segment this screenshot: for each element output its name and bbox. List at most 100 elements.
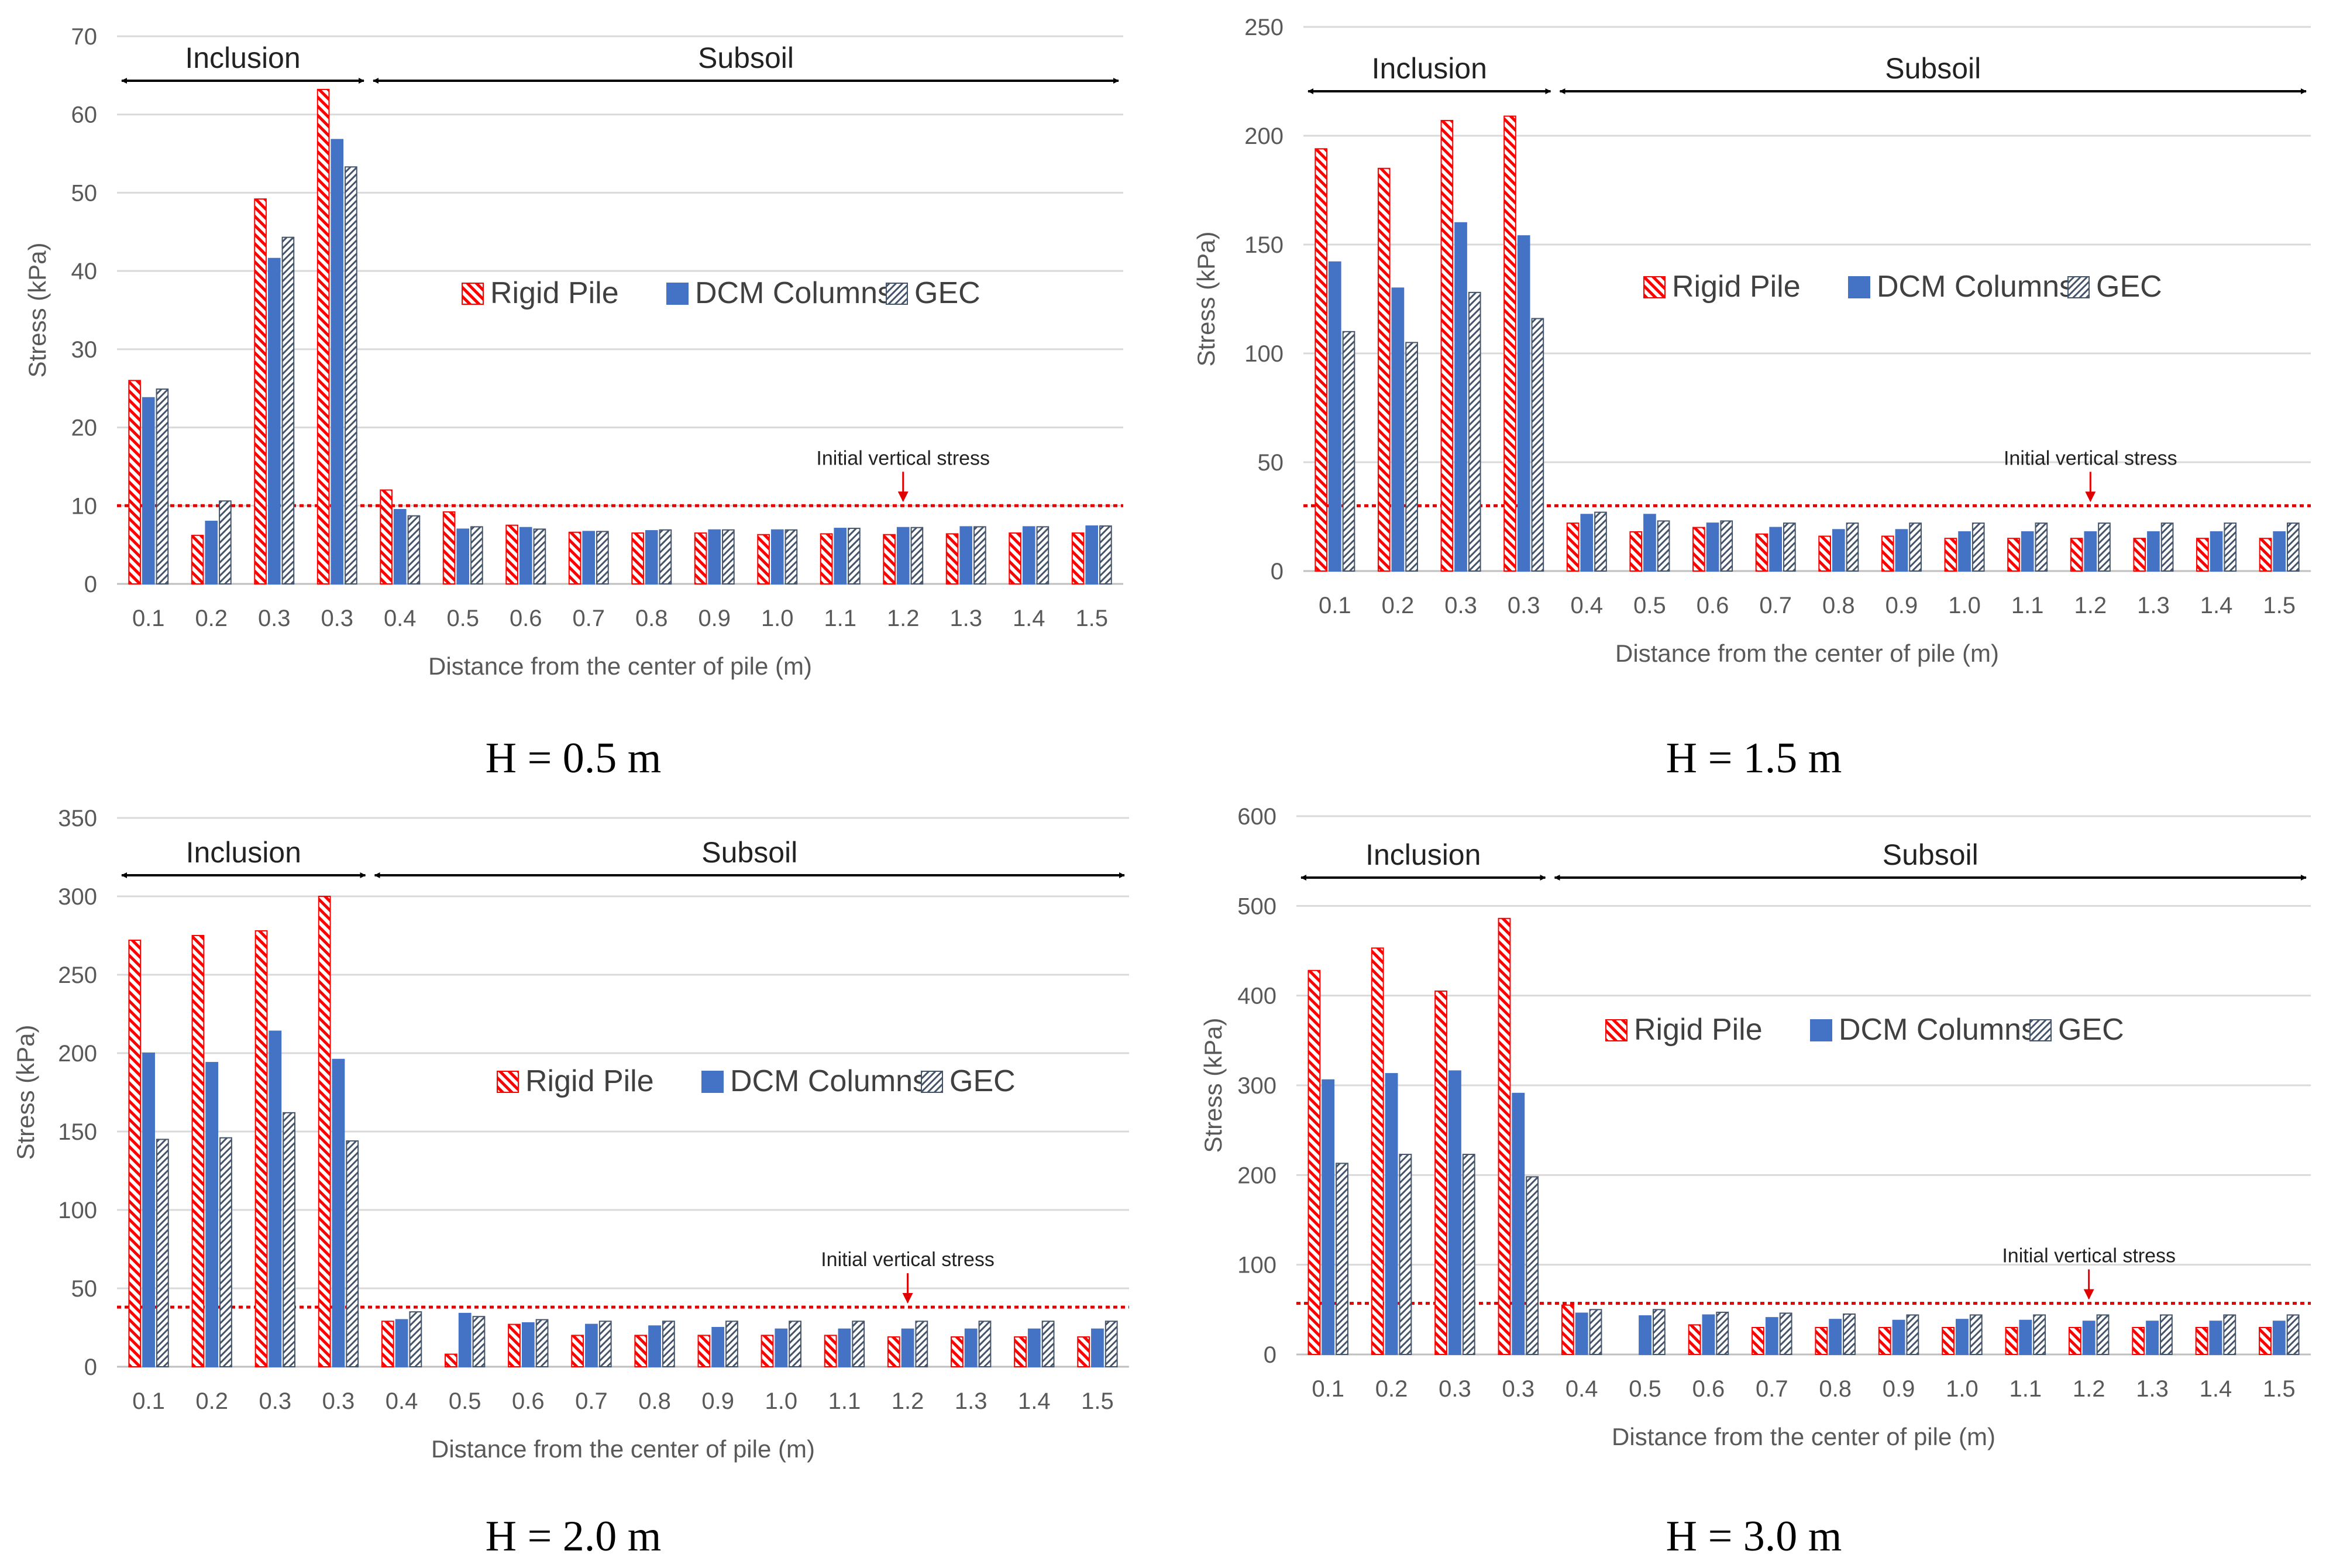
legend-label-rigid-pile: Rigid Pile <box>490 276 619 310</box>
chart-4-x-tick-label: 0.6 <box>1692 1376 1725 1402</box>
chart-1-bar-dcm-columns <box>896 527 910 584</box>
chart-1-bar-gec <box>281 236 295 585</box>
chart-2-bar-rigid-pile <box>1629 531 1643 572</box>
chart-1-bar-dcm-columns <box>205 521 218 584</box>
chart-1-y-tick-label: 10 <box>71 493 98 519</box>
chart-3-bar-gec <box>725 1321 738 1368</box>
chart-1-bar-rigid-pile <box>883 534 896 585</box>
chart-1-bar-rigid-pile <box>254 198 267 584</box>
chart-3-y-tick-label: 350 <box>58 806 97 831</box>
chart-2-y-tick-label: 50 <box>1258 450 1284 476</box>
chart-1-bar-rigid-pile <box>505 524 518 585</box>
chart-4-bar-gec <box>1336 1163 1348 1356</box>
chart-2-bar-rigid-pile <box>2259 538 2272 572</box>
chart-4-x-tick-label: 1.1 <box>2010 1376 2042 1402</box>
chart-2-bar-dcm-columns <box>1580 514 1594 572</box>
chart-2-bar-gec <box>1783 522 1796 572</box>
legend-label-rigid-pile: Rigid Pile <box>525 1064 654 1098</box>
chart-3-y-tick-label: 150 <box>58 1119 97 1145</box>
legend-swatch-dcm-columns <box>1810 1019 1832 1041</box>
chart-2-bar-rigid-pile <box>2196 538 2209 572</box>
chart-4-bar-rigid-pile <box>1498 917 1511 1356</box>
chart-2-bar-dcm-columns <box>2084 531 2097 572</box>
chart-1-bar-rigid-pile <box>380 489 393 584</box>
chart-1-bar-gec <box>1099 525 1112 585</box>
chart-2-bar-rigid-pile <box>1315 148 1327 572</box>
chart-1-bar-dcm-columns <box>1085 525 1099 585</box>
chart-4-y-tick-label: 300 <box>1237 1073 1276 1099</box>
legend-label-gec: GEC <box>949 1064 1016 1098</box>
chart-1-bar-gec <box>407 515 421 585</box>
chart-4-annotation: Initial vertical stress <box>2002 1245 2176 1267</box>
chart-3-bar-rigid-pile <box>887 1336 900 1368</box>
chart-4-y-tick-label: 200 <box>1237 1163 1276 1188</box>
chart-1-x-tick-label: 1.4 <box>1013 606 1045 631</box>
legend-swatch-rigid-pile <box>1605 1019 1627 1041</box>
chart-4-subsoil-label: Subsoil <box>1883 838 1979 871</box>
chart-2-inclusion-label: Inclusion <box>1372 52 1487 85</box>
chart-4-bar-rigid-pile <box>2005 1327 2018 1355</box>
chart-2-bar-dcm-columns <box>1769 527 1783 572</box>
chart-3-bar-rigid-pile <box>697 1335 711 1367</box>
chart-3-y-tick-label: 300 <box>58 884 97 910</box>
chart-3-x-tick-label: 1.1 <box>828 1388 861 1414</box>
chart-3-bar-gec <box>409 1311 422 1367</box>
chart-2-bar-gec <box>1971 522 1985 572</box>
chart-3-x-tick-label: 0.4 <box>386 1388 418 1414</box>
chart-3-bar-rigid-pile <box>761 1335 774 1367</box>
chart-2-x-tick-label: 0.1 <box>1319 593 1351 618</box>
chart-2-bar-dcm-columns <box>2210 531 2223 572</box>
chart-1-bar-rigid-pile <box>945 533 959 584</box>
chart-3-bar-gec <box>283 1112 295 1367</box>
chart-2-bar-gec <box>1468 291 1481 572</box>
chart-2-bar-gec <box>2160 522 2174 572</box>
chart-4-bar-gec <box>1399 1154 1412 1355</box>
chart-3-bar-gec <box>156 1139 169 1368</box>
legend-label-gec: GEC <box>2058 1013 2124 1047</box>
chart-3-bar-rigid-pile <box>1014 1336 1027 1368</box>
chart-3-bar-dcm-columns <box>711 1327 725 1367</box>
chart-2-x-tick-label: 0.4 <box>1571 593 1604 618</box>
legend-label-dcm-columns: DCM Columns <box>1839 1013 2036 1047</box>
chart-1-bar-dcm-columns <box>834 528 847 585</box>
chart-3-x-axis-title: Distance from the center of pile (m) <box>431 1435 815 1463</box>
chart-2-bar-rigid-pile <box>1440 119 1454 572</box>
legend-label-dcm-columns: DCM Columns <box>695 276 893 310</box>
legend-swatch-gec <box>2029 1019 2052 1041</box>
chart-2-bar-rigid-pile <box>1818 535 1831 572</box>
chart-2-bar-dcm-columns <box>1643 514 1656 572</box>
chart-3-x-tick-label: 1.3 <box>955 1388 987 1414</box>
chart-1-x-tick-label: 0.7 <box>572 606 605 631</box>
chart-2-bar-rigid-pile <box>1755 533 1768 572</box>
chart-1-bar-rigid-pile <box>191 535 204 585</box>
chart-2-x-axis-title: Distance from the center of pile (m) <box>1615 639 1999 667</box>
chart-4-y-axis-title: Stress (kPa) <box>1199 1017 1227 1153</box>
chart-2-bar-dcm-columns <box>1706 522 1719 572</box>
chart-2-bar-gec <box>1657 520 1670 572</box>
chart-3-y-tick-label: 250 <box>58 962 97 988</box>
chart-4-x-axis-title: Distance from the center of pile (m) <box>1612 1423 1995 1450</box>
chart-3-bar-rigid-pile <box>824 1335 837 1367</box>
chart-1-y-tick-label: 30 <box>71 337 98 363</box>
chart-2-bar-rigid-pile <box>2070 538 2083 572</box>
chart-1-bar-rigid-pile <box>1071 532 1085 584</box>
chart-3-y-tick-label: 0 <box>84 1354 97 1380</box>
chart-3-subsoil-label: Subsoil <box>701 836 797 869</box>
chart-1-x-tick-label: 0.1 <box>132 606 165 631</box>
chart-2-bar-dcm-columns <box>1832 529 1845 572</box>
chart-3-x-tick-label: 0.7 <box>575 1388 608 1414</box>
chart-2-bar-rigid-pile <box>2007 538 2020 572</box>
chart-4-bar-dcm-columns <box>2019 1319 2032 1356</box>
chart-3-bar-rigid-pile <box>128 940 142 1368</box>
chart-3-bar-dcm-columns <box>458 1312 472 1367</box>
chart-1-bar-rigid-pile <box>316 88 330 584</box>
chart-4-bar-gec <box>1652 1309 1666 1355</box>
chart-1-bar-dcm-columns <box>708 529 721 584</box>
chart-2-y-tick-label: 200 <box>1244 123 1284 149</box>
chart-4-bar-gec <box>1589 1309 1602 1355</box>
chart-2-bar-gec <box>1594 511 1607 572</box>
chart-3-bar-gec <box>219 1137 232 1367</box>
legend-swatch-gec <box>921 1071 943 1093</box>
legend-label-gec: GEC <box>2096 270 2162 304</box>
